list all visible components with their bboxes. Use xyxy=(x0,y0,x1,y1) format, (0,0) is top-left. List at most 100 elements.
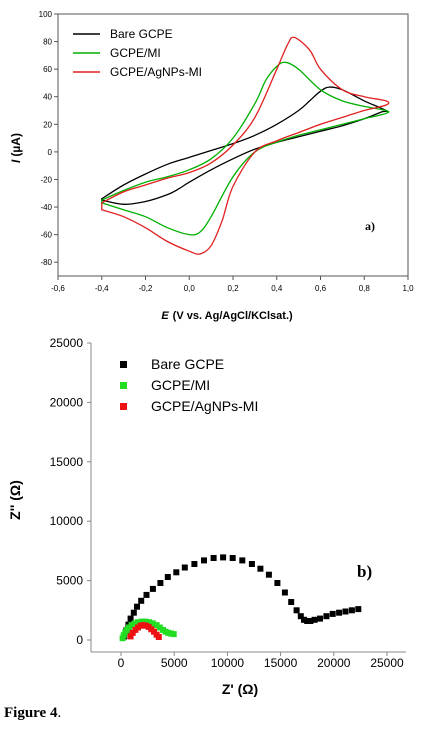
cv-panel-label: a) xyxy=(365,219,375,233)
eis-x-tick-label: 25000 xyxy=(370,656,404,670)
eis-point-0 xyxy=(304,618,311,624)
cv-x-ticks: -0,6 -0,4 -0,2 0,0 0,2 0,4 0,6 0,8 1,0 xyxy=(51,276,414,293)
eis-point-0 xyxy=(265,571,272,578)
eis-point-0 xyxy=(229,555,236,561)
eis-point-2 xyxy=(155,634,162,640)
cv-series-line-1 xyxy=(101,61,390,236)
eis-y-axis-label: Z'' (Ω) xyxy=(7,480,23,520)
eis-y-tick-label: 15000 xyxy=(50,455,84,469)
eis-legend-swatch xyxy=(120,361,127,368)
cv-x-tick-label: 0,8 xyxy=(359,284,371,293)
eis-point-1 xyxy=(135,619,141,626)
cv-y-tick-label: 60 xyxy=(43,65,52,74)
eis-legend-swatch xyxy=(120,382,127,389)
cv-y-ticks: -80 -60 -40 -20 0 20 40 60 80 100 xyxy=(39,10,58,267)
cv-legend-label: Bare GCPE xyxy=(110,27,173,41)
cv-y-tick-label: 20 xyxy=(43,120,52,129)
cv-legend: Bare GCPE GCPE/MI GCPE/AgNPs-MI xyxy=(73,27,202,79)
eis-point-0 xyxy=(210,555,217,561)
figure-caption: Figure 4. xyxy=(4,705,61,722)
cv-x-axis-label-symbol: E xyxy=(161,310,169,322)
eis-legend-label: GCPE/MI xyxy=(151,377,210,393)
eis-point-1 xyxy=(128,622,135,629)
cv-y-tick-label: 80 xyxy=(43,38,52,47)
cv-series-group xyxy=(101,36,390,255)
eis-point-0 xyxy=(348,607,355,614)
eis-point-0 xyxy=(138,597,145,604)
eis-x-tick-label: 0 xyxy=(118,656,125,670)
eis-legend-label: GCPE/AgNPs-MI xyxy=(151,398,258,414)
eis-series-group xyxy=(119,554,362,642)
eis-point-0 xyxy=(342,608,349,615)
eis-point-0 xyxy=(274,580,281,586)
eis-point-0 xyxy=(329,610,336,617)
eis-x-tick-label: 10000 xyxy=(211,656,245,670)
eis-point-0 xyxy=(134,603,140,610)
cv-y-axis-label-symbol: I xyxy=(9,159,23,163)
figure-caption-bold: Figure 4 xyxy=(4,705,58,721)
eis-point-0 xyxy=(248,561,255,567)
eis-point-2 xyxy=(127,633,134,640)
eis-point-1 xyxy=(138,618,145,625)
eis-point-1 xyxy=(149,620,156,627)
eis-point-0 xyxy=(311,616,318,623)
cv-x-tick-label: -0,4 xyxy=(95,284,109,293)
cv-x-tick-label: 0,2 xyxy=(227,284,239,293)
cv-series-line-0 xyxy=(101,86,388,205)
eis-point-0 xyxy=(220,554,227,561)
cv-y-tick-label: 40 xyxy=(43,93,52,102)
cv-y-tick-label: 0 xyxy=(48,148,53,157)
cv-x-tick-label: 1,0 xyxy=(402,284,414,293)
cv-chart: -0,6 -0,4 -0,2 0,0 0,2 0,4 0,6 0,8 1,0 -80 -60 -40… xyxy=(9,10,414,322)
eis-point-0 xyxy=(157,580,164,586)
eis-y-tick-label: 10000 xyxy=(50,514,84,528)
eis-point-0 xyxy=(288,599,295,605)
eis-point-1 xyxy=(153,622,160,629)
eis-point-0 xyxy=(149,585,156,592)
cv-y-tick-label: -80 xyxy=(40,258,52,267)
eis-point-0 xyxy=(293,607,300,614)
cv-x-tick-label: 0,4 xyxy=(271,284,283,293)
eis-point-1 xyxy=(170,631,177,638)
eis-chart: 0 5000 10000 15000 20000 25000 0 5000 10000 1500… xyxy=(7,336,406,697)
eis-point-0 xyxy=(336,609,343,616)
eis-x-ticks: 0 5000 10000 15000 20000 25000 xyxy=(118,652,404,670)
eis-point-1 xyxy=(146,619,153,626)
eis-point-0 xyxy=(257,565,264,572)
cv-x-tick-label: -0,6 xyxy=(51,284,65,293)
eis-point-0 xyxy=(127,615,134,622)
cv-x-tick-label: -0,2 xyxy=(139,284,153,293)
cv-y-axis-label: I (µA) xyxy=(9,133,23,163)
cv-y-tick-label: -60 xyxy=(40,231,52,240)
cv-y-tick-label: -40 xyxy=(40,203,52,212)
cv-y-tick-label: 100 xyxy=(39,10,53,19)
eis-panel-label: b) xyxy=(357,562,372,581)
cv-x-axis-label-unit: (V vs. Ag/AgCl/KClsat.) xyxy=(173,310,293,322)
eis-legend: Bare GCPE GCPE/MI GCPE/AgNPs-MI xyxy=(120,356,258,414)
eis-point-0 xyxy=(281,589,288,596)
eis-y-tick-label: 0 xyxy=(76,633,83,647)
eis-point-1 xyxy=(156,624,163,631)
cv-y-tick-label: -20 xyxy=(40,175,52,184)
eis-point-0 xyxy=(164,574,171,580)
eis-legend-swatch xyxy=(120,403,127,410)
eis-point-0 xyxy=(239,557,246,564)
eis-legend-label: Bare GCPE xyxy=(151,356,224,372)
cv-x-tick-label: 0,0 xyxy=(184,284,196,293)
eis-x-axis-label: Z' (Ω) xyxy=(222,681,258,697)
eis-point-0 xyxy=(201,557,207,564)
eis-x-tick-label: 5000 xyxy=(161,656,188,670)
cv-legend-label: GCPE/AgNPs-MI xyxy=(110,65,202,79)
eis-y-tick-label: 25000 xyxy=(50,336,84,350)
eis-y-tick-label: 5000 xyxy=(56,574,83,588)
eis-point-1 xyxy=(131,620,138,627)
eis-x-tick-label: 15000 xyxy=(264,656,298,670)
eis-y-tick-label: 20000 xyxy=(50,395,84,409)
eis-point-0 xyxy=(143,591,150,598)
eis-point-0 xyxy=(355,606,362,613)
eis-point-0 xyxy=(323,613,330,620)
eis-point-0 xyxy=(181,564,188,571)
eis-point-1 xyxy=(142,618,149,625)
eis-point-0 xyxy=(301,616,307,623)
